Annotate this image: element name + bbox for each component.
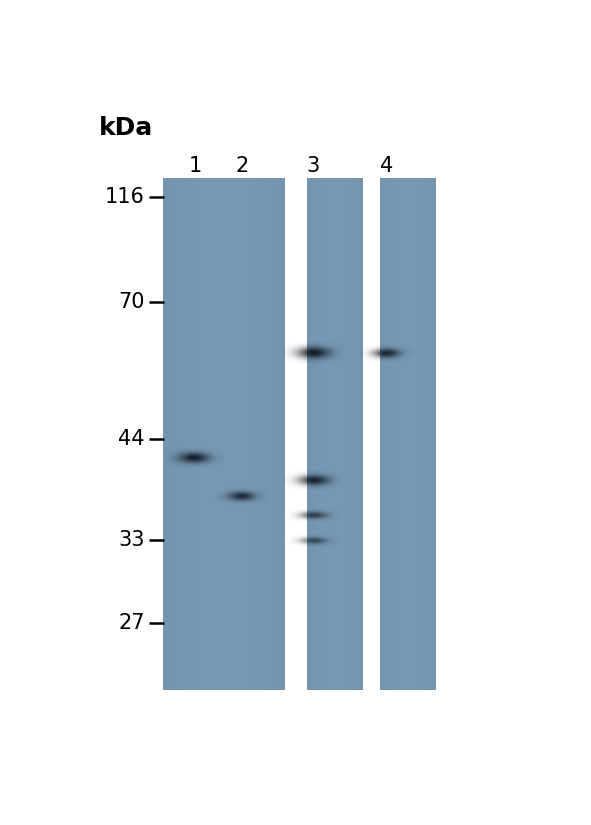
Text: 3: 3	[307, 156, 320, 176]
Text: 70: 70	[118, 292, 145, 313]
Text: 1: 1	[189, 156, 202, 176]
Text: 27: 27	[118, 613, 145, 633]
Text: kDa: kDa	[99, 116, 153, 140]
Text: 33: 33	[118, 530, 145, 550]
Text: 4: 4	[379, 156, 393, 176]
Text: 116: 116	[105, 187, 145, 207]
Text: 44: 44	[118, 429, 145, 449]
Text: 2: 2	[236, 156, 249, 176]
